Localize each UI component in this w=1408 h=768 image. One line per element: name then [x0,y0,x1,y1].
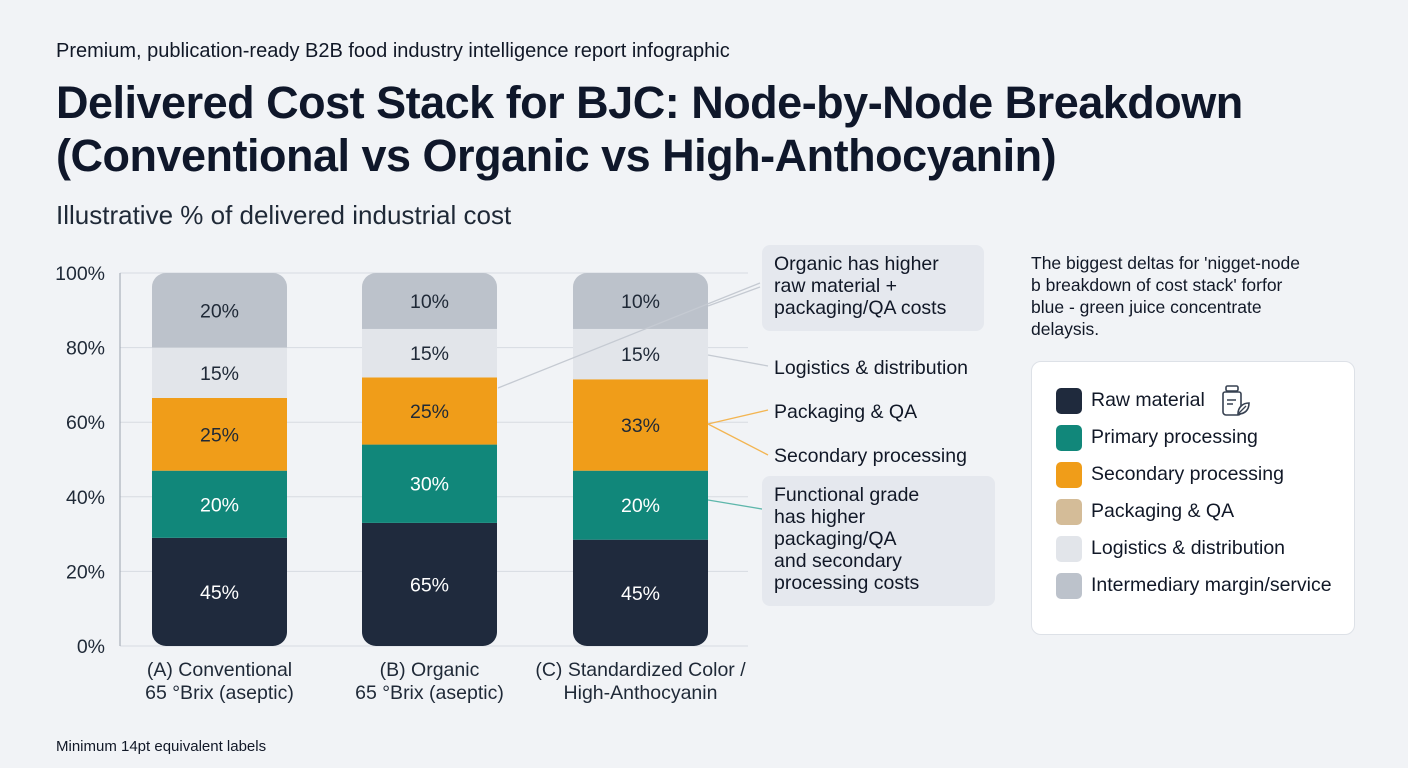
legend-item-intermediary-margin: Intermediary margin/service [1056,567,1354,604]
x-category-label: 65 °Brix (aseptic) [145,682,294,704]
packaging-annotation: Packaging & QA [774,401,918,423]
bar-segment [152,537,287,646]
y-tick-label: 0% [77,636,105,658]
bar-segment [362,273,497,329]
y-tick-label: 100% [55,263,105,285]
y-tick-label: 80% [66,338,105,360]
chart-title: Delivered Cost Stack for BJC: Node-by-No… [56,76,1243,182]
segment-value-label: 20% [200,494,239,516]
bar-segment [573,328,708,380]
bar-segment [152,347,287,398]
segment-value-label: 20% [621,495,660,517]
x-category-label: (A) Conventional [147,659,292,681]
segment-value-label: 45% [200,582,239,604]
legend-label: Packaging & QA [1091,500,1235,522]
segment-value-label: 10% [410,291,449,313]
jar-leaf-icon [1221,384,1250,416]
functional-callout: Functional grade has higher packaging/QA… [762,476,995,606]
x-category-label: 65 °Brix (aseptic) [355,682,504,704]
x-category-label: High-Anthocyanin [564,682,718,704]
legend-item-secondary-processing: Secondary processing [1056,456,1354,493]
chart-subtitle: Illustrative % of delivered industrial c… [56,200,512,230]
segment-value-label: 20% [200,300,239,322]
annotation-leader-line [707,423,769,456]
functional-callout-line: has higher [774,506,866,528]
legend-label: Intermediary margin/service [1091,574,1332,596]
bar-segment [573,470,708,540]
legend-swatch [1056,498,1082,525]
annotation-leader-line [707,409,769,425]
segment-value-label: 10% [621,291,660,313]
annotation-leader-line [707,286,761,307]
bar-segment [152,397,287,471]
segment-value-label: 65% [410,574,449,596]
segment-value-label: 30% [410,474,449,496]
organic-callout: Organic has higher raw material + packag… [762,245,984,331]
segment-value-label: 15% [621,344,660,366]
segment-value-label: 33% [621,415,660,437]
segment-value-label: 25% [200,424,239,446]
legend-item-logistics: Logistics & distribution [1056,530,1354,567]
chart-legend: Raw material Primary processing Secondar… [1031,361,1355,635]
bar-segment [362,328,497,378]
stacked-bar-chart: 0% 20% 40% 60% 80% 100% 45% 65% 45% 20% 30% 20% 25% 2… [55,263,769,704]
bar-segment [152,273,287,348]
legend-label: Secondary processing [1091,463,1284,485]
logistics-annotation: Logistics & distribution [774,357,969,379]
segment-value-label: 15% [410,343,449,365]
legend-item-packaging-qa: Packaging & QA [1056,493,1354,530]
functional-callout-line: processing costs [774,572,920,594]
x-category-label: (B) Organic [380,659,480,681]
side-note-line: b breakdown of cost stack' forfor [1031,275,1283,295]
segment-value-label: 25% [410,401,449,423]
bar-segment [573,273,708,329]
functional-callout-line: and secondary [774,550,902,572]
segment-value-label: 45% [621,583,660,605]
y-tick-label: 40% [66,487,105,509]
x-category-label: (C) Standardized Color / [535,659,746,681]
legend-item-primary-processing: Primary processing [1056,419,1354,456]
legend-label: Logistics & distribution [1091,537,1286,559]
secondary-annotation: Secondary processing [774,445,967,467]
annotation-leader-line [707,354,769,367]
legend-swatch [1056,461,1082,488]
bar-segment [573,539,708,646]
annotation-leader-line [497,282,761,389]
chart-title-line-2: (Conventional vs Organic vs High-Anthocy… [56,130,1057,181]
bar-segment [573,379,708,471]
side-note: The biggest deltas for 'nigget-node b br… [1031,252,1361,340]
side-note-line: blue - green juice concentrate [1031,297,1262,317]
legend-swatch [1056,424,1082,451]
bar-segment [362,522,497,646]
bar-segment [362,377,497,445]
y-tick-label: 20% [66,561,105,583]
organic-callout-line: packaging/QA costs [774,297,947,319]
bar-segment [152,470,287,538]
legend-label: Raw material [1091,389,1205,411]
segment-value-label: 15% [200,363,239,385]
y-tick-label: 60% [66,412,105,434]
report-kicker: Premium, publication-ready B2B food indu… [56,40,730,62]
legend-label: Primary processing [1091,426,1258,448]
organic-callout-line: raw material + [774,275,897,297]
legend-swatch [1056,572,1082,599]
legend-item-raw-material: Raw material [1056,382,1354,419]
functional-callout-line: Functional grade [774,484,920,506]
side-note-line: delaysis. [1031,319,1100,339]
legend-swatch [1056,387,1082,414]
functional-callout-line: packaging/QA [774,528,897,550]
annotation-leader-line [707,499,769,511]
chart-title-line-1: Delivered Cost Stack for BJC: Node-by-No… [56,77,1243,128]
organic-callout-line: Organic has higher [774,253,939,275]
footnote: Minimum 14pt equivalent labels [56,738,267,755]
bar-segment [362,444,497,523]
side-note-line: The biggest deltas for 'nigget-node [1031,253,1300,273]
legend-swatch [1056,535,1082,562]
